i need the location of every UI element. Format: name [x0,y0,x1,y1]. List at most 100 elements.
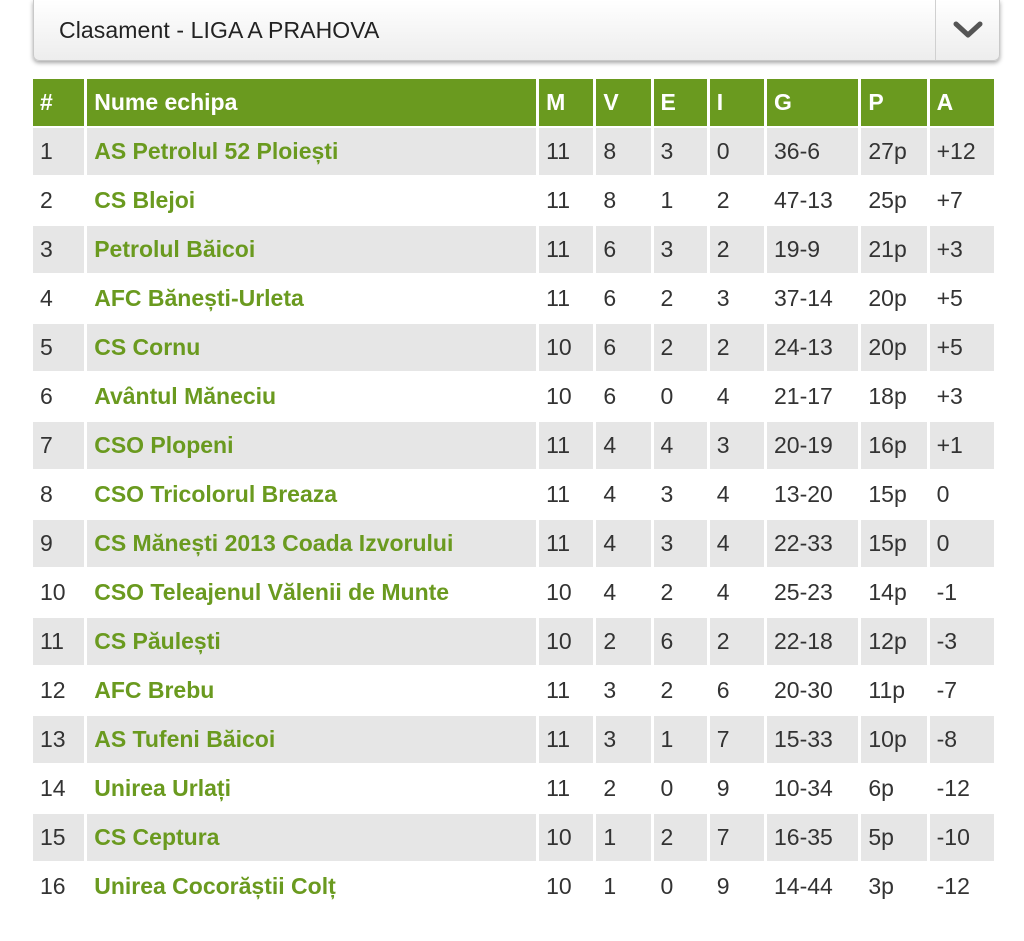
cell-rank: 16 [33,863,85,910]
cell-goal-difference: -12 [929,765,994,812]
column-header-rank: # [33,79,85,126]
cell-losses: 4 [709,471,764,518]
cell-points: 15p [861,471,927,518]
table-row: 11 CS Păulești 10 2 6 2 22-18 12p -3 [33,618,994,665]
cell-goals: 22-33 [766,520,859,567]
cell-rank: 12 [33,667,85,714]
team-link[interactable]: Petrolul Băicoi [94,236,256,262]
cell-team: AFC Brebu [87,667,537,714]
team-link[interactable]: AS Tufeni Băicoi [94,726,276,752]
table-header-row: # Nume echipa M V E I G P A [33,79,994,126]
cell-matches: 11 [539,765,594,812]
table-row: 13 AS Tufeni Băicoi 11 3 1 7 15-33 10p -8 [33,716,994,763]
cell-draws: 1 [653,177,707,224]
cell-goal-difference: +12 [929,128,994,175]
cell-wins: 4 [596,520,651,567]
cell-matches: 11 [539,226,594,273]
column-header-wins: V [596,79,651,126]
standings-header: Clasament - LIGA A PRAHOVA [33,0,1000,61]
cell-rank: 3 [33,226,85,273]
column-header-goal-difference: A [929,79,994,126]
cell-team: AS Petrolul 52 Ploiești [87,128,537,175]
cell-draws: 0 [653,373,707,420]
team-link[interactable]: Unirea Cocorăștii Colț [94,873,336,899]
cell-wins: 6 [596,373,651,420]
cell-wins: 1 [596,863,651,910]
team-link[interactable]: Avântul Măneciu [94,383,277,409]
team-link[interactable]: CSO Tricolorul Breaza [94,481,338,507]
cell-goal-difference: -7 [929,667,994,714]
cell-draws: 0 [653,765,707,812]
column-header-points: P [861,79,927,126]
cell-goal-difference: +5 [929,275,994,322]
cell-draws: 1 [653,716,707,763]
cell-rank: 2 [33,177,85,224]
cell-team: CSO Tricolorul Breaza [87,471,537,518]
cell-losses: 9 [709,765,764,812]
cell-goals: 20-30 [766,667,859,714]
cell-points: 20p [861,324,927,371]
footer-text-cutoff [45,930,985,941]
cell-goals: 16-35 [766,814,859,861]
cell-points: 14p [861,569,927,616]
cell-goal-difference: -1 [929,569,994,616]
cell-goals: 14-44 [766,863,859,910]
cell-draws: 0 [653,863,707,910]
team-link[interactable]: AFC Brebu [94,677,215,703]
team-link[interactable]: CS Cornu [94,334,201,360]
cell-wins: 1 [596,814,651,861]
cell-points: 21p [861,226,927,273]
cell-goal-difference: -3 [929,618,994,665]
cell-points: 27p [861,128,927,175]
cell-points: 3p [861,863,927,910]
cell-draws: 2 [653,569,707,616]
team-link[interactable]: AFC Bănești-Urleta [94,285,304,311]
cell-goals: 19-9 [766,226,859,273]
cell-goal-difference: +1 [929,422,994,469]
cell-matches: 10 [539,814,594,861]
cell-team: CS Blejoi [87,177,537,224]
cell-goals: 15-33 [766,716,859,763]
cell-goal-difference: +3 [929,373,994,420]
cell-goals: 36-6 [766,128,859,175]
cell-goal-difference: 0 [929,520,994,567]
cell-rank: 15 [33,814,85,861]
table-row: 3 Petrolul Băicoi 11 6 3 2 19-9 21p +3 [33,226,994,273]
cell-points: 5p [861,814,927,861]
cell-team: Unirea Cocorăștii Colț [87,863,537,910]
cell-losses: 4 [709,569,764,616]
cell-points: 16p [861,422,927,469]
table-row: 8 CSO Tricolorul Breaza 11 4 3 4 13-20 15p 0 [33,471,994,518]
cell-losses: 2 [709,226,764,273]
team-link[interactable]: CSO Plopeni [94,432,234,458]
cell-goals: 10-34 [766,765,859,812]
cell-matches: 10 [539,569,594,616]
cell-losses: 6 [709,667,764,714]
cell-goal-difference: +7 [929,177,994,224]
cell-draws: 2 [653,814,707,861]
collapse-toggle-button[interactable] [935,0,999,60]
table-row: 7 CSO Plopeni 11 4 4 3 20-19 16p +1 [33,422,994,469]
cell-team: CS Ceptura [87,814,537,861]
cell-draws: 3 [653,226,707,273]
team-link[interactable]: Unirea Urlați [94,775,231,801]
cell-goal-difference: -12 [929,863,994,910]
cell-losses: 2 [709,177,764,224]
team-link[interactable]: CS Mănești 2013 Coada Izvorului [94,530,454,556]
team-link[interactable]: AS Petrolul 52 Ploiești [94,138,339,164]
team-link[interactable]: CS Ceptura [94,824,220,850]
cell-wins: 6 [596,275,651,322]
cell-matches: 10 [539,863,594,910]
cell-goals: 47-13 [766,177,859,224]
table-row: 12 AFC Brebu 11 3 2 6 20-30 11p -7 [33,667,994,714]
table-row: 15 CS Ceptura 10 1 2 7 16-35 5p -10 [33,814,994,861]
cell-wins: 8 [596,128,651,175]
cell-goal-difference: -10 [929,814,994,861]
team-link[interactable]: CS Blejoi [94,187,196,213]
team-link[interactable]: CSO Teleajenul Vălenii de Munte [94,579,450,605]
cell-rank: 11 [33,618,85,665]
team-link[interactable]: CS Păulești [94,628,221,654]
table-row: 2 CS Blejoi 11 8 1 2 47-13 25p +7 [33,177,994,224]
cell-losses: 7 [709,716,764,763]
cell-wins: 6 [596,324,651,371]
